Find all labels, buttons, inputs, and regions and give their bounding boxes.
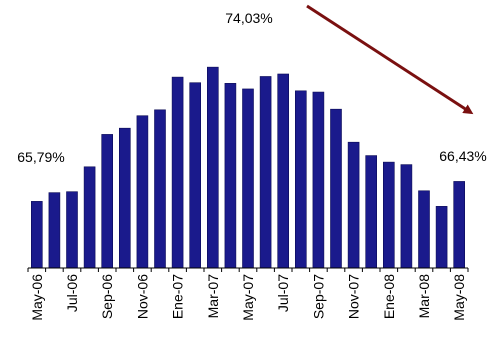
annotation-label: 66,43% xyxy=(439,148,486,164)
x-tick-label: Nov-07 xyxy=(346,274,362,319)
annotation-label: 65,79% xyxy=(17,149,64,165)
x-ticks-group xyxy=(27,268,469,272)
x-tick-label: Jul-06 xyxy=(64,274,80,312)
bar-Nov-07 xyxy=(347,141,360,269)
x-tick-label: May-08 xyxy=(451,274,467,321)
annotations-group: 65,79% 74,03% 66,43% xyxy=(17,10,486,165)
bar-Mar-07 xyxy=(207,66,219,269)
x-tick-label: May-07 xyxy=(240,274,256,321)
bar-Feb-08 xyxy=(400,164,413,269)
bars-group xyxy=(30,66,466,269)
bar-Oct-06 xyxy=(119,127,131,269)
x-tick-labels-group: May-06 Jul-06 Sep-06 Nov-06 Ene-07 Mar-07 May-… xyxy=(29,274,467,321)
bar-Jun-06 xyxy=(48,192,61,269)
bar-May-08 xyxy=(453,181,466,269)
bar-Jul-07 xyxy=(277,73,290,269)
annotation-label: 74,03% xyxy=(225,10,272,26)
bar-Apr-07 xyxy=(224,83,237,269)
bar-May-07 xyxy=(242,88,254,269)
bar-Apr-08 xyxy=(435,206,448,269)
x-tick-label: Ene-07 xyxy=(170,274,186,319)
bar-Dec-06 xyxy=(154,109,166,269)
bar-May-06 xyxy=(30,201,43,269)
bar-Jun-07 xyxy=(259,76,272,269)
x-tick-label: Mar-07 xyxy=(205,274,221,319)
bar-Ene-07 xyxy=(171,76,184,269)
bar-Mar-08 xyxy=(418,190,430,269)
trend-arrow xyxy=(306,4,474,115)
bar-Dec-07 xyxy=(365,155,378,269)
x-tick-label: Jul-07 xyxy=(275,274,291,312)
x-tick-label: Sep-06 xyxy=(99,274,115,319)
x-tick-label: Nov-06 xyxy=(134,274,150,319)
x-tick-label: May-06 xyxy=(29,274,45,321)
bar-Oct-07 xyxy=(330,108,342,269)
x-tick-label: Sep-07 xyxy=(310,274,326,319)
bar-Sep-06 xyxy=(101,134,113,269)
bar-Sep-07 xyxy=(312,91,325,269)
bar-Nov-06 xyxy=(136,115,149,269)
bar-Ene-08 xyxy=(382,161,395,269)
x-tick-label: Mar-08 xyxy=(416,274,432,319)
bar-Feb-07 xyxy=(189,82,201,269)
bar-Aug-07 xyxy=(294,90,307,269)
bar-Jul-06 xyxy=(66,191,78,269)
bar-Aug-06 xyxy=(83,166,96,269)
x-tick-label: Ene-08 xyxy=(381,274,397,319)
